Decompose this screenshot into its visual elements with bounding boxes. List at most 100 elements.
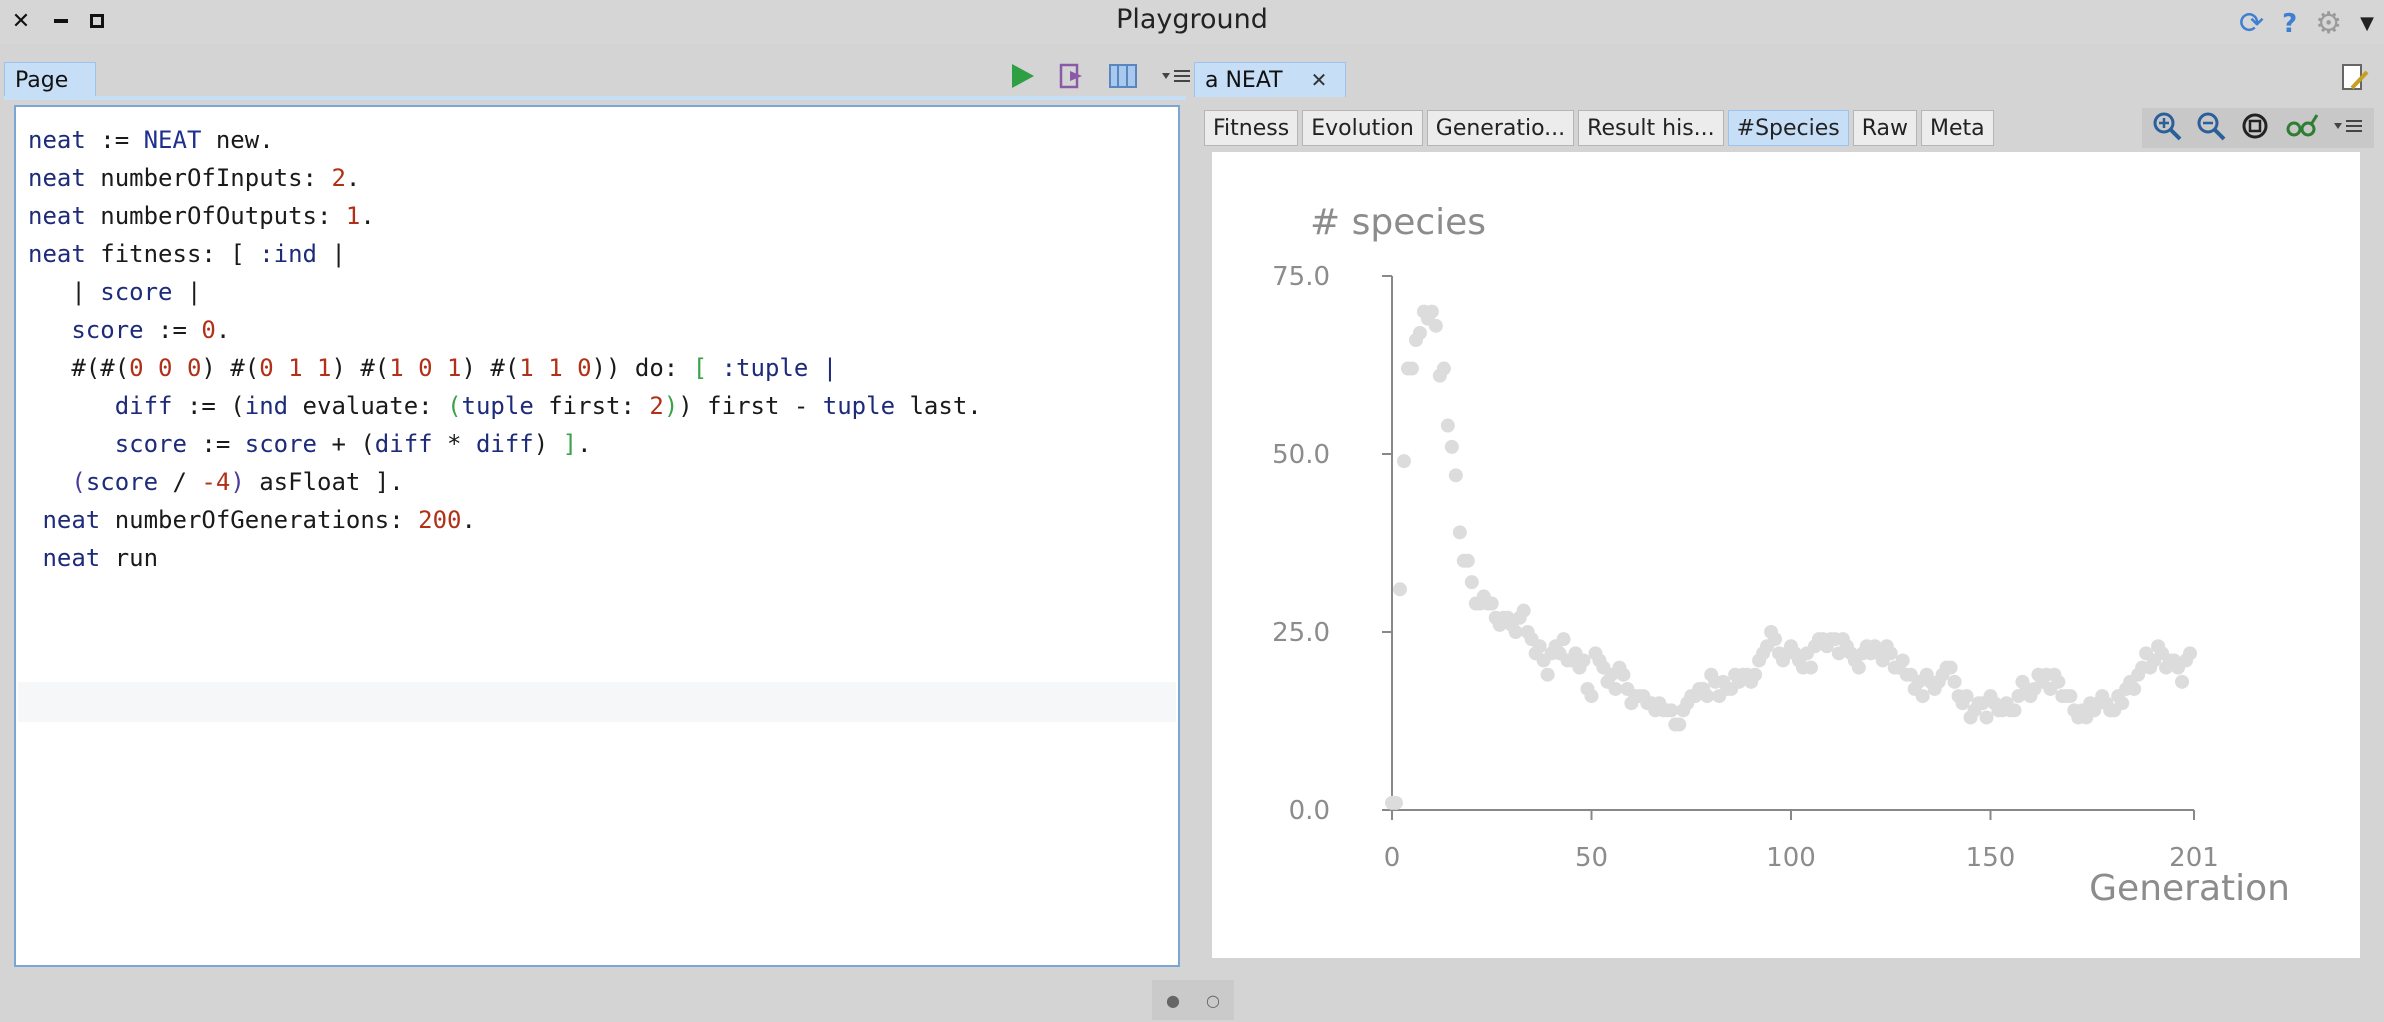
- data-point: [1616, 667, 1631, 682]
- chart-toolbar: [2142, 108, 2374, 148]
- data-point: [1396, 454, 1411, 469]
- code-token: .: [345, 164, 361, 192]
- code-token: neat: [42, 506, 101, 534]
- chevron-down-icon[interactable]: ▼: [2360, 13, 2374, 34]
- data-point: [2007, 703, 2022, 718]
- code-token: := (: [172, 392, 245, 420]
- code-token: ind: [244, 392, 289, 420]
- pane-dot-empty[interactable]: ○: [1206, 990, 1220, 1010]
- tab-evolution[interactable]: Evolution: [1302, 110, 1423, 146]
- data-point: [1460, 553, 1475, 568]
- code-token: tuple: [461, 392, 534, 420]
- code-line: score := score + (diff * diff) ].: [28, 425, 982, 463]
- data-point: [1672, 717, 1687, 732]
- zoom-reset-icon[interactable]: [2240, 111, 2270, 145]
- x-tick-label: 0: [1384, 843, 1401, 873]
- chart-panel: # species Generation 0.0 25.0 50.0 75.0 0 50 100…: [1212, 152, 2360, 958]
- chart-title: # species: [1310, 202, 1486, 243]
- code-line: #(#(0 0 0) #(0 1 1) #(1 0 1) #(1 1 0)) d…: [28, 349, 982, 387]
- data-point: [1851, 660, 1866, 675]
- code-token: :tuple: [721, 354, 809, 382]
- tab-fitness[interactable]: Fitness: [1204, 110, 1299, 146]
- code-token: [28, 392, 115, 420]
- data-point: [2127, 681, 2142, 696]
- data-point: [1748, 667, 1763, 682]
- tab-species[interactable]: #Species: [1727, 110, 1849, 146]
- tab-raw[interactable]: Raw: [1852, 110, 1918, 146]
- code-token: .: [577, 430, 592, 458]
- data-point: [2051, 674, 2066, 689]
- code-token: ): [230, 468, 245, 496]
- current-line-highlight: [18, 682, 1176, 722]
- code-token: diff: [114, 392, 173, 420]
- menu-icon[interactable]: [2332, 111, 2364, 145]
- code-token: :=: [85, 126, 144, 154]
- y-tick-label: 25.0: [1272, 618, 1330, 648]
- code-line: (score / -4) asFloat ].: [28, 463, 982, 501]
- zoom-out-icon[interactable]: [2196, 111, 2226, 145]
- data-point: [1436, 361, 1451, 376]
- tab-a-neat[interactable]: a NEAT ✕: [1194, 62, 1346, 97]
- gear-icon[interactable]: ⚙: [2315, 6, 2343, 41]
- window-title: Playground: [1116, 4, 1268, 35]
- code-token: [: [692, 354, 708, 382]
- zoom-in-icon[interactable]: [2152, 111, 2182, 145]
- code-token: 0 1 1: [259, 354, 332, 382]
- edit-icon[interactable]: [2340, 62, 2370, 98]
- tab-result-his[interactable]: Result his...: [1578, 110, 1724, 146]
- maximize-window-icon[interactable]: [84, 8, 110, 34]
- data-point: [1392, 582, 1407, 597]
- code-token: |: [28, 278, 101, 306]
- data-point: [1412, 325, 1427, 340]
- glasses-icon[interactable]: [2284, 111, 2319, 145]
- play-icon[interactable]: [1008, 61, 1036, 95]
- code-token: |: [172, 278, 202, 306]
- title-bar: ✕ Playground ⟳ ? ⚙ ▼: [0, 0, 2384, 44]
- tab-generatio[interactable]: Generatio...: [1426, 110, 1575, 146]
- close-window-icon[interactable]: ✕: [11, 8, 31, 34]
- tab-page[interactable]: Page: [4, 62, 96, 97]
- tab-meta[interactable]: Meta: [1921, 110, 1994, 146]
- code-line: neat run: [28, 539, 982, 577]
- data-point: [1556, 632, 1571, 647]
- data-point: [1700, 689, 1715, 704]
- view-tabs: Fitness Evolution Generatio... Result his..…: [1204, 110, 1998, 146]
- pane-dot-filled[interactable]: ●: [1166, 990, 1180, 1010]
- x-tick-label: 201: [2169, 843, 2219, 873]
- close-tab-icon[interactable]: ✕: [1310, 68, 1328, 92]
- code-line: neat fitness: [ :ind |: [28, 235, 982, 273]
- data-point: [1584, 689, 1599, 704]
- x-tick-label: 150: [1966, 843, 2016, 873]
- help-icon[interactable]: ?: [2282, 8, 2298, 39]
- data-point: [1428, 318, 1443, 333]
- minimize-window-icon[interactable]: [48, 8, 74, 34]
- code-token: diff: [374, 430, 433, 458]
- code-token: run: [100, 544, 159, 572]
- data-point: [1959, 689, 1974, 704]
- code-token: #(#(: [28, 354, 130, 382]
- code-token: 2: [331, 164, 346, 192]
- data-point: [1388, 795, 1403, 810]
- refresh-icon[interactable]: ⟳: [2239, 6, 2265, 41]
- code-token: [808, 354, 822, 382]
- inspect-it-icon[interactable]: [1058, 61, 1086, 95]
- data-point: [1404, 361, 1419, 376]
- code-token: ) first -: [678, 392, 823, 420]
- code-token: 2: [649, 392, 664, 420]
- code-token: [28, 468, 71, 496]
- data-point: [1464, 575, 1479, 590]
- code-text[interactable]: neat := NEAT new. neat numberOfInputs: 2.…: [28, 121, 982, 577]
- bindings-icon[interactable]: [1108, 61, 1138, 95]
- data-point: [1444, 439, 1459, 454]
- data-point: [1947, 674, 1962, 689]
- code-token: neat: [42, 544, 101, 572]
- data-point: [1440, 418, 1455, 433]
- menu-icon[interactable]: [1160, 61, 1192, 95]
- code-editor[interactable]: neat := NEAT new. neat numberOfInputs: 2.…: [14, 105, 1180, 967]
- code-token: :=: [143, 316, 202, 344]
- code-token: ) #(: [461, 354, 520, 382]
- data-point: [1424, 304, 1439, 319]
- y-tick-label: 75.0: [1272, 262, 1330, 292]
- code-token: .: [360, 202, 375, 230]
- data-point: [1608, 681, 1623, 696]
